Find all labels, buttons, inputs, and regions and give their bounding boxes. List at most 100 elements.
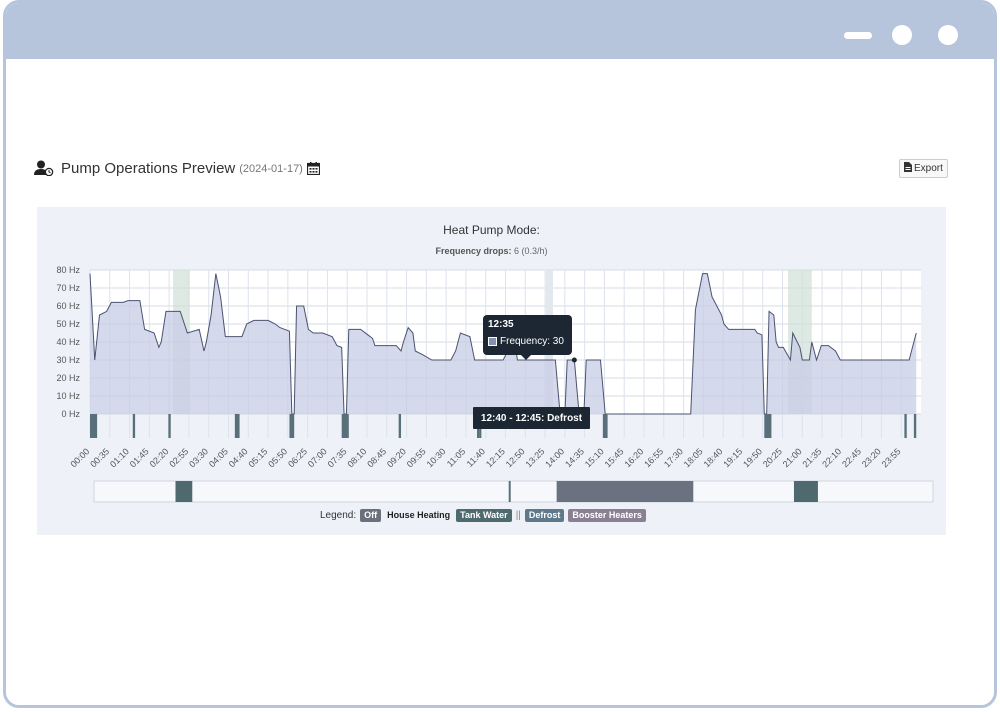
timeline-defrost bbox=[508, 481, 511, 502]
x-tick-label: 23:55 bbox=[880, 446, 903, 469]
y-tick-label: 40 Hz bbox=[56, 337, 80, 347]
timeline-booster bbox=[556, 481, 694, 502]
x-tick-label: 15:45 bbox=[603, 446, 626, 469]
defrost-bar bbox=[764, 414, 772, 438]
x-tick-label: 12:15 bbox=[484, 446, 507, 469]
defrost-bar bbox=[913, 414, 917, 438]
defrost-bar bbox=[90, 414, 98, 438]
y-tick-label: 10 Hz bbox=[56, 391, 80, 401]
timeline-strip bbox=[93, 480, 934, 503]
legend-defrost[interactable]: Defrost bbox=[524, 508, 565, 522]
x-tick-label: 22:45 bbox=[840, 446, 863, 469]
calendar-icon[interactable] bbox=[306, 161, 320, 175]
x-tick-label: 18:40 bbox=[702, 446, 725, 469]
series-swatch bbox=[488, 337, 497, 346]
close-icon[interactable] bbox=[938, 25, 958, 45]
defrost-bar bbox=[132, 414, 136, 438]
defrost-bar bbox=[398, 414, 402, 438]
x-tick-label: 00:00 bbox=[68, 446, 91, 469]
tooltip-arrow bbox=[521, 355, 531, 360]
x-tick-label: 19:15 bbox=[721, 446, 744, 469]
x-tick-label: 13:25 bbox=[523, 446, 546, 469]
legend-off[interactable]: Off bbox=[360, 508, 382, 522]
x-tick-label: 22:10 bbox=[820, 446, 843, 469]
x-tick-label: 01:45 bbox=[128, 446, 151, 469]
y-tick-label: 30 Hz bbox=[56, 355, 80, 365]
x-tick-label: 21:00 bbox=[781, 446, 804, 469]
x-tick-label: 05:15 bbox=[246, 446, 269, 469]
x-tick-label: 02:20 bbox=[148, 446, 171, 469]
timeline-tank-water bbox=[175, 481, 193, 502]
legend-label: Legend: bbox=[320, 509, 357, 521]
subtitle-value: 6 (0.3/h) bbox=[514, 246, 548, 256]
y-tick-label: 0 Hz bbox=[61, 409, 80, 419]
export-label: Export bbox=[914, 163, 943, 174]
x-tick-label: 10:30 bbox=[425, 446, 448, 469]
x-tick-label: 14:00 bbox=[543, 446, 566, 469]
x-tick-label: 09:55 bbox=[405, 446, 428, 469]
chart-legend: Legend: Off House Heating Tank Water || … bbox=[320, 508, 646, 522]
file-icon bbox=[904, 162, 912, 175]
legend-booster-heaters[interactable]: Booster Heaters bbox=[568, 508, 646, 522]
x-tick-label: 21:35 bbox=[800, 446, 823, 469]
y-tick-label: 60 Hz bbox=[56, 301, 80, 311]
x-tick-label: 05:50 bbox=[266, 446, 289, 469]
defrost-bar bbox=[602, 414, 608, 438]
chart-subtitle: Frequency drops: 6 (0.3/h) bbox=[37, 246, 946, 256]
defrost-bar bbox=[234, 414, 240, 438]
x-tick-label: 02:55 bbox=[167, 446, 190, 469]
x-tick-label: 12:50 bbox=[504, 446, 527, 469]
x-tick-label: 07:35 bbox=[326, 446, 349, 469]
tooltip-time: 12:35 bbox=[488, 319, 514, 330]
y-tick-label: 20 Hz bbox=[56, 373, 80, 383]
x-tick-label: 15:10 bbox=[583, 446, 606, 469]
defrost-bar bbox=[168, 414, 171, 438]
x-tick-label: 07:00 bbox=[306, 446, 329, 469]
x-tick-label: 16:55 bbox=[642, 446, 665, 469]
x-tick-label: 06:25 bbox=[286, 446, 309, 469]
chart-tooltip: 12:35 Frequency: 30 bbox=[483, 315, 572, 355]
export-button[interactable]: Export bbox=[899, 159, 948, 178]
user-clock-icon bbox=[34, 160, 54, 176]
x-tick-label: 00:35 bbox=[88, 446, 111, 469]
legend-house-heating[interactable]: House Heating bbox=[387, 509, 451, 520]
y-tick-label: 80 Hz bbox=[56, 265, 80, 275]
x-tick-label: 08:45 bbox=[365, 446, 388, 469]
x-tick-label: 14:35 bbox=[563, 446, 586, 469]
x-tick-label: 18:05 bbox=[682, 446, 705, 469]
event-label: 12:40 - 12:45: Defrost bbox=[473, 407, 590, 429]
x-tick-label: 09:20 bbox=[385, 446, 408, 469]
x-tick-label: 03:30 bbox=[187, 446, 210, 469]
x-tick-label: 01:10 bbox=[108, 446, 131, 469]
x-tick-label: 19:50 bbox=[741, 446, 764, 469]
defrost-bar bbox=[289, 414, 295, 438]
page-title: Pump Operations Preview bbox=[61, 159, 236, 177]
defrost-bar bbox=[341, 414, 349, 438]
chart-title: Heat Pump Mode: bbox=[443, 223, 540, 237]
x-tick-label: 11:40 bbox=[465, 446, 488, 469]
maximize-icon[interactable] bbox=[892, 25, 912, 45]
section-header: Pump Operations Preview (2024-01-17) bbox=[34, 158, 320, 178]
chart-panel: Heat Pump Mode: Frequency drops: 6 (0.3/… bbox=[37, 207, 946, 535]
legend-tank-water[interactable]: Tank Water bbox=[456, 508, 512, 522]
legend-separator: || bbox=[515, 509, 521, 521]
x-tick-label: 20:25 bbox=[761, 446, 784, 469]
x-tick-label: 23:20 bbox=[860, 446, 883, 469]
x-tick-label: 16:20 bbox=[622, 446, 645, 469]
frequency-line bbox=[89, 273, 917, 415]
x-tick-label: 04:05 bbox=[207, 446, 230, 469]
defrost-bar bbox=[904, 414, 907, 438]
y-tick-label: 50 Hz bbox=[56, 319, 80, 329]
window-titlebar bbox=[6, 3, 994, 59]
frequency-chart[interactable]: 0 Hz 10 Hz 20 Hz 30 Hz 40 Hz 50 Hz 60 Hz 70 Hz 8… bbox=[37, 207, 946, 535]
x-tick-label: 04:40 bbox=[227, 446, 250, 469]
page-date: (2024-01-17) bbox=[239, 163, 303, 175]
y-tick-label: 70 Hz bbox=[56, 283, 80, 293]
tooltip-point bbox=[571, 357, 577, 363]
x-tick-label: 08:10 bbox=[345, 446, 368, 469]
subtitle-label: Frequency drops: bbox=[435, 246, 512, 256]
timeline-tank-water bbox=[793, 481, 818, 502]
x-tick-label: 17:30 bbox=[662, 446, 685, 469]
minimize-icon[interactable] bbox=[844, 32, 872, 39]
tooltip-value: Frequency: 30 bbox=[500, 336, 564, 347]
